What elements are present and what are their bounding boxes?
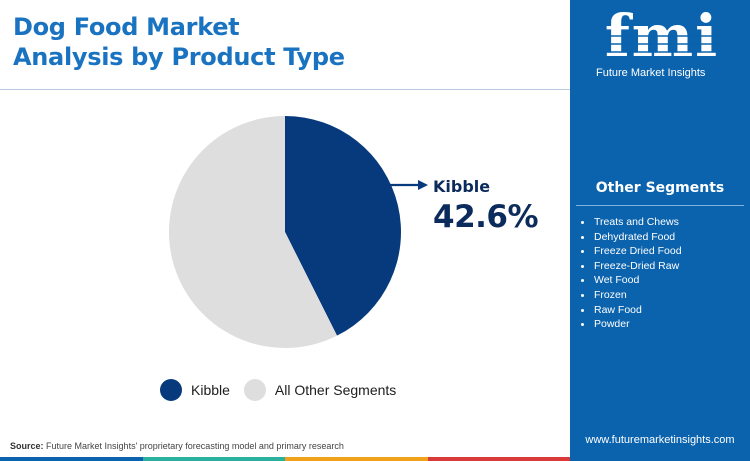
fmi-logo: fmi (603, 6, 723, 64)
legend-label-other: All Other Segments (274, 382, 397, 398)
segment-item: Frozen (580, 288, 682, 303)
title-line-2: Analysis by Product Type (13, 43, 345, 71)
title-divider (0, 89, 570, 90)
source-text: Future Market Insights' proprietary fore… (46, 441, 344, 451)
bottom-bar-seg-1 (0, 457, 143, 461)
bottom-bar-seg-4 (427, 457, 570, 461)
other-segments-list: Treats and Chews Dehydrated Food Freeze … (580, 215, 682, 332)
callout-arrow-head (418, 180, 428, 190)
source-note: Source: Future Market Insights' propriet… (10, 441, 344, 451)
segment-item: Dehydrated Food (580, 230, 682, 245)
pie-slice-kibble (285, 116, 401, 336)
source-label: Source: (10, 441, 44, 451)
bottom-color-bar (0, 457, 570, 461)
segment-item: Freeze-Dried Raw (580, 259, 682, 274)
title-line-1: Dog Food Market (13, 13, 240, 41)
pie-chart (168, 116, 428, 348)
logo-text: fmi (605, 6, 719, 64)
bottom-bar-seg-3 (285, 457, 428, 461)
segments-divider (576, 205, 744, 206)
legend-item-other: All Other Segments (243, 379, 397, 401)
segment-item: Freeze Dried Food (580, 244, 682, 259)
page-title: Dog Food Market Analysis by Product Type (13, 12, 433, 72)
sidebar-panel (570, 0, 750, 461)
callout-label: Kibble (433, 177, 491, 196)
bottom-bar-seg-2 (142, 457, 285, 461)
segment-item: Treats and Chews (580, 215, 682, 230)
legend-swatch-kibble (160, 379, 182, 401)
legend-item-kibble: Kibble (160, 379, 230, 401)
segment-item: Raw Food (580, 303, 682, 318)
callout-value: 42.6% (433, 199, 539, 235)
segment-item: Wet Food (580, 273, 682, 288)
chart-panel: Dog Food Market Analysis by Product Type… (0, 12, 570, 461)
other-segments-heading: Other Segments (595, 180, 725, 196)
segment-item: Powder (580, 317, 682, 332)
legend-swatch-other (243, 379, 266, 401)
website-link[interactable]: www.futuremarketinsights.com (585, 434, 735, 446)
legend-label-kibble: Kibble (191, 382, 230, 398)
logo-caption: Future Market Insights (596, 67, 706, 79)
chart-legend: Kibble All Other Segments (160, 377, 410, 403)
pie-slice-all-other-segments (168, 116, 338, 348)
